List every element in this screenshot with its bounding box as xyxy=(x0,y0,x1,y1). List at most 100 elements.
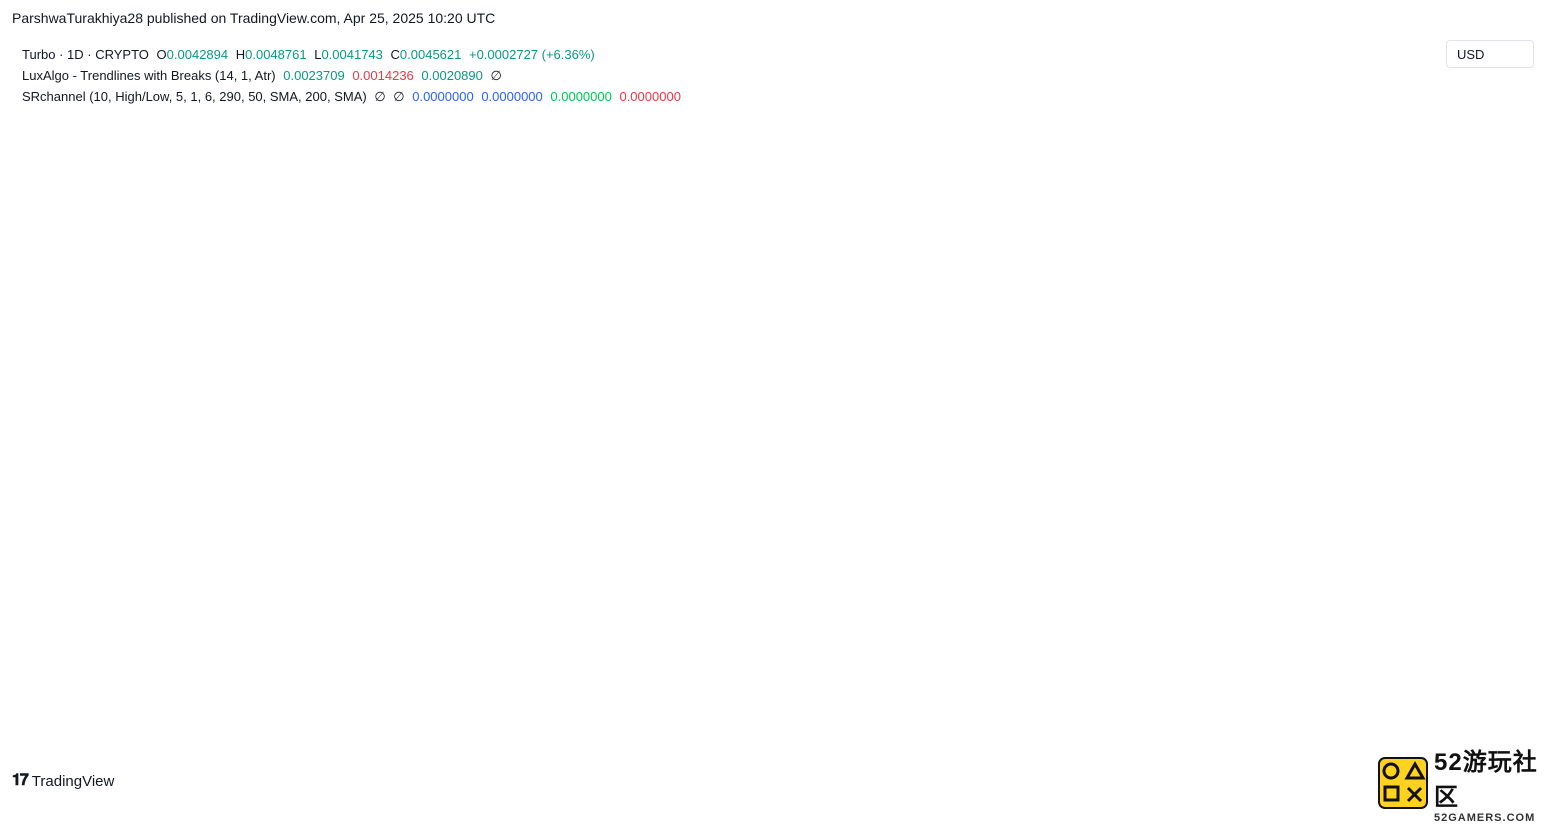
candle-body xyxy=(94,289,98,299)
candle-body xyxy=(815,483,820,510)
candle-body xyxy=(999,578,1003,583)
break-marker xyxy=(267,328,284,351)
break-marker-label: B xyxy=(603,326,612,341)
candle-body xyxy=(391,298,395,346)
luxalgo-value-2: 0.0014236 xyxy=(352,68,414,83)
tradingview-logo-icon: 𝟏𝟕 xyxy=(12,772,29,789)
candle-body xyxy=(1020,591,1025,605)
candle-body xyxy=(1225,647,1230,649)
candle-body xyxy=(172,358,176,385)
candle-body xyxy=(858,552,862,557)
candle-body xyxy=(320,410,325,428)
up-trendline xyxy=(18,571,28,577)
tradingview-brand: TradingView xyxy=(31,772,115,790)
candle-body xyxy=(964,569,968,587)
y-tick-label: 0.0010000 xyxy=(1452,674,1513,689)
candle-body xyxy=(829,535,834,544)
srchannel-indicator-name[interactable]: SRchannel (10, High/Low, 5, 1, 6, 290, 5… xyxy=(22,89,367,104)
candle-body xyxy=(214,320,219,325)
candle-body xyxy=(992,578,996,583)
tradingview-logo[interactable]: 𝟏𝟕 TradingView xyxy=(12,772,114,790)
candle-body xyxy=(455,242,459,260)
legend-luxalgo-row[interactable]: LuxAlgo - Trendlines with Breaks (14, 1,… xyxy=(22,65,685,86)
candle-body xyxy=(1275,630,1279,639)
candle-body xyxy=(80,285,84,308)
candle-body xyxy=(1112,621,1117,626)
break-marker-label: B xyxy=(470,313,479,328)
candle-body xyxy=(137,320,141,329)
candle-body xyxy=(900,561,904,566)
candle-body xyxy=(1119,621,1124,626)
candle-body xyxy=(893,561,897,575)
down-trendline xyxy=(1284,622,1438,644)
candle-body xyxy=(681,358,685,385)
candle-body xyxy=(434,139,438,204)
candle-body xyxy=(1346,522,1350,540)
luxalgo-indicator-name[interactable]: LuxAlgo - Trendlines with Breaks (14, 1,… xyxy=(22,68,276,83)
x-tick-label: Dec xyxy=(248,735,272,750)
candle-body xyxy=(313,414,318,428)
y-tick-label: 0.0030000 xyxy=(1452,588,1513,603)
candle-body xyxy=(278,376,282,385)
resistance-zone xyxy=(12,418,1440,445)
up-trendline xyxy=(1284,644,1438,659)
srchannel-value-1: ∅ xyxy=(374,89,386,104)
close-label: C xyxy=(390,47,400,62)
candle-body xyxy=(731,449,735,454)
candle-body xyxy=(405,251,409,273)
candle-body xyxy=(667,380,671,389)
support-zone xyxy=(12,645,1440,667)
candle-body xyxy=(1155,612,1159,618)
down-trendline xyxy=(416,99,1098,560)
currency-button[interactable]: USD xyxy=(1446,40,1534,68)
break-marker xyxy=(882,548,898,571)
luxalgo-value-3: 0.0020890 xyxy=(421,68,483,83)
candle-body xyxy=(1303,630,1307,639)
break-marker xyxy=(1139,610,1156,633)
y-tick-label: 0.0080000 xyxy=(1452,372,1513,387)
candle-body xyxy=(525,225,530,243)
break-marker-label: B xyxy=(885,552,894,567)
candle-body xyxy=(335,397,339,407)
candle-body xyxy=(469,268,473,312)
candle-body xyxy=(738,449,742,458)
up-trendline xyxy=(1217,657,1285,670)
candle-body xyxy=(16,190,21,346)
legend-srchannel-row[interactable]: SRchannel (10, High/Low, 5, 1, 6, 290, 5… xyxy=(22,86,685,107)
y-tick-label: 0.0120000 xyxy=(1452,200,1513,215)
candle-body xyxy=(52,264,56,303)
candle-body xyxy=(787,492,791,510)
candle-body xyxy=(23,190,28,243)
candle-body xyxy=(1261,642,1265,648)
y-tick-label: 0.0060000 xyxy=(1452,458,1513,473)
down-trendline xyxy=(204,252,414,360)
candle-body xyxy=(1027,604,1032,609)
candle-body xyxy=(1268,630,1272,643)
candle-body xyxy=(1013,565,1018,592)
candle-body xyxy=(653,371,657,377)
candle-body xyxy=(808,479,812,484)
candle-body xyxy=(115,285,120,351)
candle-body xyxy=(1247,651,1251,656)
candle-body xyxy=(837,535,841,549)
candle-body xyxy=(745,457,749,467)
candle-body xyxy=(497,345,501,368)
candle-body xyxy=(306,397,310,415)
candle-body xyxy=(780,475,784,510)
luxalgo-value-1: 0.0023709 xyxy=(283,68,345,83)
chart-legend: Turbo · 1D · CRYPTO O0.0042894 H0.004876… xyxy=(22,44,685,107)
candle-body xyxy=(794,492,798,506)
published-caption: ParshwaTurakhiya28 published on TradingV… xyxy=(12,10,496,26)
candle-body xyxy=(907,565,911,570)
candle-body xyxy=(617,277,622,308)
break-marker-label: B xyxy=(1309,647,1318,662)
candle-body xyxy=(702,341,706,355)
candle-body xyxy=(285,376,289,385)
grid-layer xyxy=(12,36,1442,718)
candle-body xyxy=(1056,625,1060,639)
candle-body xyxy=(1006,565,1010,579)
symbol-label[interactable]: Turbo · 1D · CRYPTO xyxy=(22,47,149,62)
candle-body xyxy=(589,281,593,329)
candle-body xyxy=(582,315,586,329)
